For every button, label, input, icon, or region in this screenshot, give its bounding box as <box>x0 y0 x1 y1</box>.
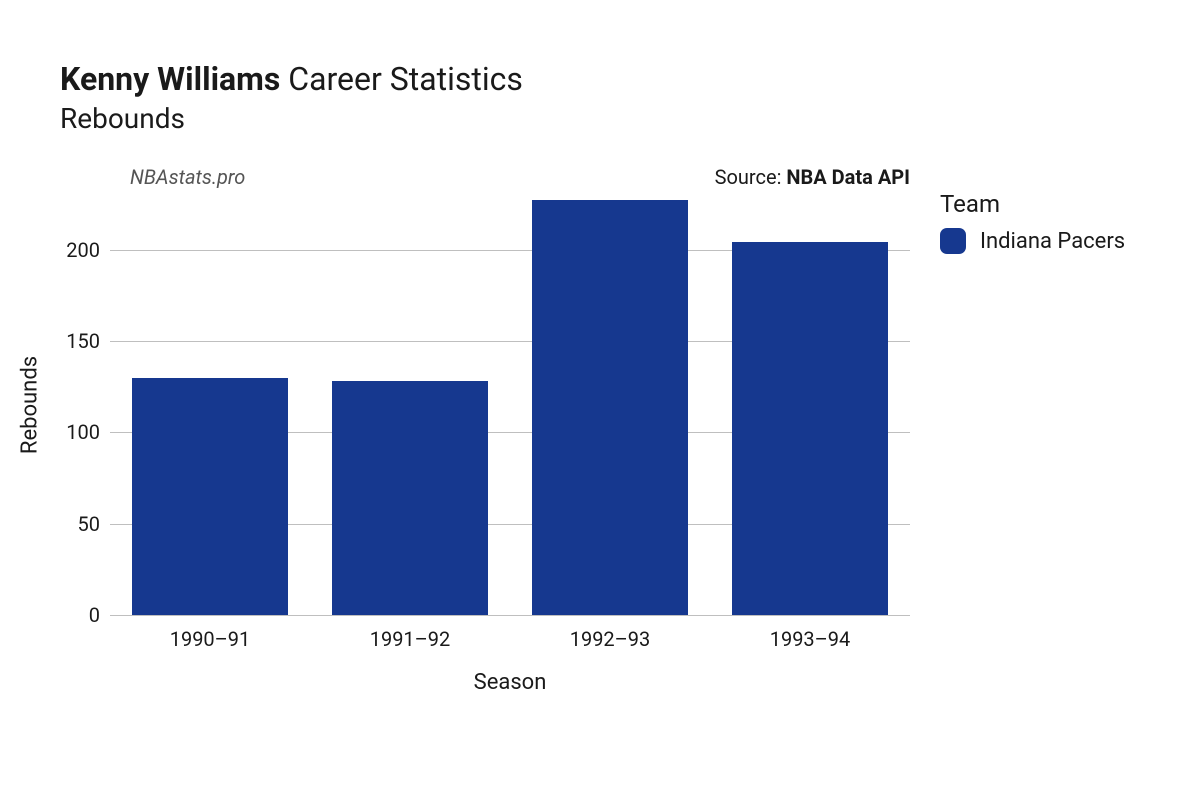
bar <box>332 381 488 615</box>
legend-label: Indiana Pacers <box>980 229 1125 254</box>
x-tick-label: 1991–92 <box>370 627 451 651</box>
y-tick-label: 50 <box>78 512 100 536</box>
y-tick-label: 150 <box>66 329 100 353</box>
legend-title: Team <box>940 190 1125 218</box>
bars-container <box>110 195 910 615</box>
x-tick-label: 1992–93 <box>570 627 651 651</box>
legend-item: Indiana Pacers <box>940 228 1125 254</box>
bar <box>132 378 288 615</box>
watermark: NBAstats.pro <box>130 165 245 189</box>
title-player-name: Kenny Williams <box>60 60 280 98</box>
x-axis-label: Season <box>474 670 547 695</box>
source-name: NBA Data API <box>786 165 910 189</box>
y-tick-label: 100 <box>66 420 100 444</box>
chart-subtitle: Rebounds <box>60 102 523 135</box>
chart-title: Kenny Williams Career Statistics <box>60 60 523 98</box>
chart-title-block: Kenny Williams Career Statistics Rebound… <box>60 60 523 135</box>
x-tick-label: 1990–91 <box>170 627 251 651</box>
title-suffix: Career Statistics <box>288 60 523 98</box>
grid-line <box>110 615 910 616</box>
y-axis-label: Rebounds <box>18 356 43 454</box>
x-tick-label: 1993–94 <box>770 627 851 651</box>
y-tick-label: 200 <box>66 238 100 262</box>
source-prefix: Source: <box>715 165 787 189</box>
chart-plot-area: 1990–911991–921992–931993–94 05010015020… <box>110 195 910 615</box>
legend: Team Indiana Pacers <box>940 190 1125 254</box>
legend-items: Indiana Pacers <box>940 228 1125 254</box>
source-attribution: Source: NBA Data API <box>715 165 910 189</box>
legend-swatch <box>940 228 966 254</box>
bar <box>732 242 888 615</box>
bar <box>532 200 688 615</box>
y-tick-label: 0 <box>89 603 100 627</box>
